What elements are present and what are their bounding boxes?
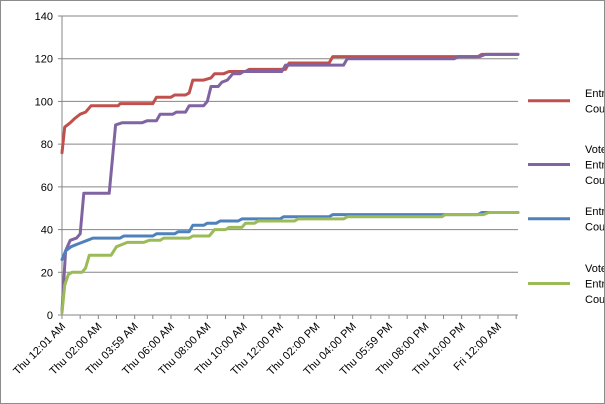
- y-tick-label: 140: [35, 11, 53, 23]
- legend: EntryCount VotedEntryCount EntrantCount Vot…: [528, 88, 604, 306]
- series-line-4: [60, 211, 520, 315]
- legend-label-2: VotedEntryCount: [585, 144, 604, 187]
- axes: [58, 15, 518, 319]
- y-axis-tick-labels: 0 20 40 60 80 100 120 140: [35, 11, 53, 322]
- series-line-1: [60, 52, 520, 155]
- y-tick-label: 40: [41, 225, 53, 237]
- series-line-2: [60, 52, 520, 313]
- legend-label-1: EntryCount: [585, 88, 604, 116]
- series-line-3: [60, 211, 520, 261]
- y-tick-label: 100: [35, 96, 53, 108]
- legend-label-4: VotedEntrantCount: [585, 263, 604, 306]
- gridlines: [62, 15, 518, 273]
- y-tick-label: 120: [35, 54, 53, 66]
- y-tick-label: 60: [41, 182, 53, 194]
- y-tick-label: 20: [41, 267, 53, 279]
- legend-label-3: EntrantCount: [585, 206, 604, 234]
- y-tick-label: 80: [41, 139, 53, 151]
- y-tick-label: 0: [47, 310, 53, 322]
- series-lines: [60, 52, 520, 315]
